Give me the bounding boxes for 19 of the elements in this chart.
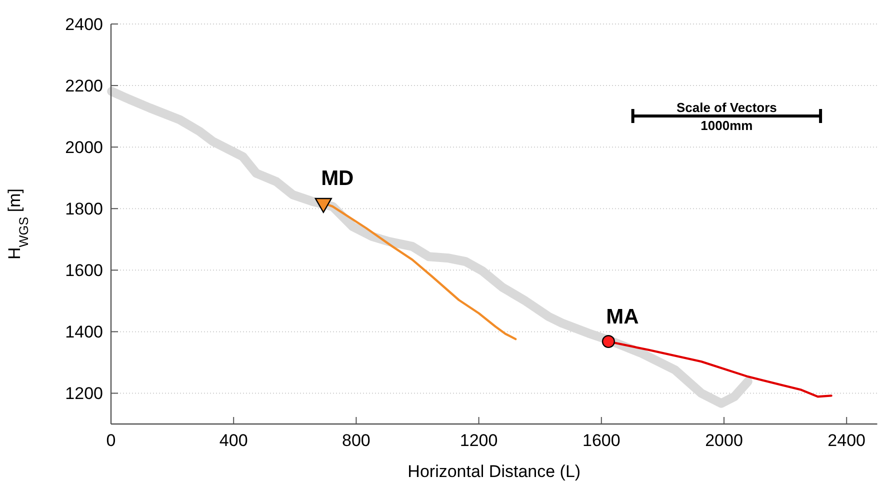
annotation: MD [321,167,354,190]
x-tick-label: 1200 [460,431,498,450]
y-tick-label: 1800 [65,200,103,219]
x-tick-label: 2400 [828,431,866,450]
y-tick-label: 1600 [65,261,103,280]
x-tick-label: 400 [219,431,248,450]
x-tick-label: 800 [342,431,370,450]
y-tick-label: 1400 [65,322,103,342]
y-tick-label: 2400 [65,14,103,34]
annotation: Scale of Vectors [676,100,777,115]
annotation: 1000mm [700,118,753,133]
x-axis-title: Horizontal Distance (L) [408,462,581,481]
y-tick-label: 2200 [65,76,103,96]
x-tick-label: 0 [106,431,116,450]
x-tick-label: 2000 [705,431,743,450]
x-tick-label: 1600 [582,431,620,450]
y-tick-label: 1200 [65,384,103,404]
y-tick-label: 2000 [65,138,103,158]
annotation: MA [606,306,639,329]
